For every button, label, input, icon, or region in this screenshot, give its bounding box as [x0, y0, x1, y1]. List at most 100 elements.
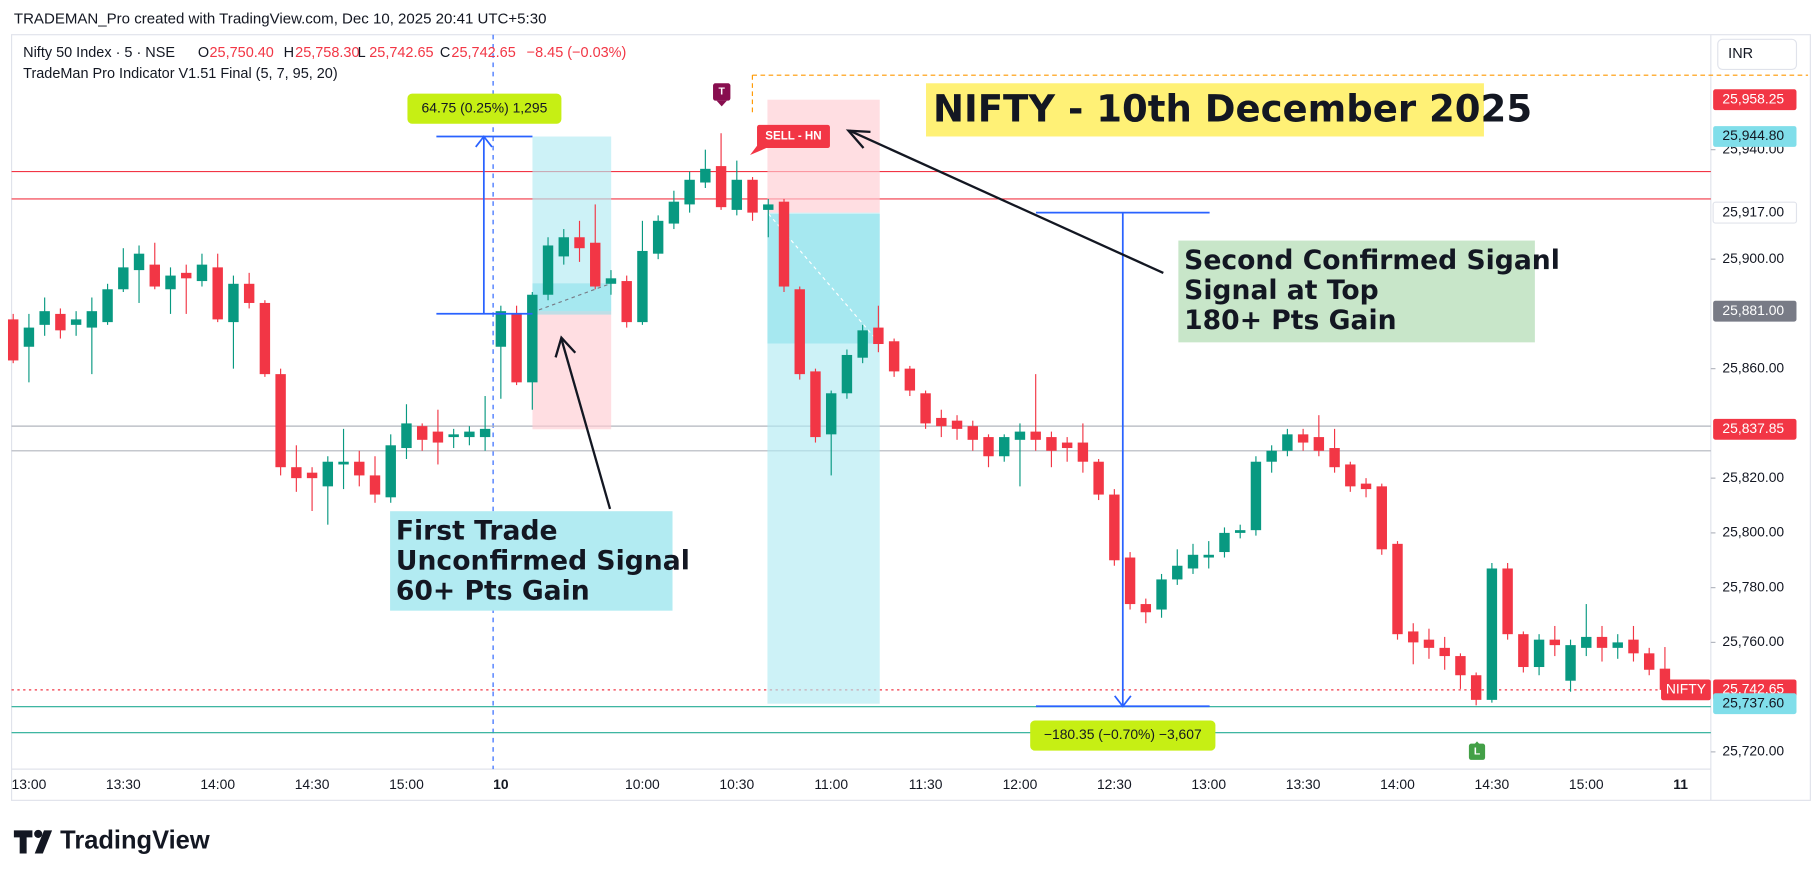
measure-label: 64.75 (0.25%) 1,295	[422, 99, 548, 115]
candle-body	[1061, 442, 1073, 449]
candle-body	[983, 437, 994, 457]
x-tick-label: 10:30	[719, 776, 754, 792]
candle-body	[149, 264, 160, 287]
candle-body	[637, 250, 648, 323]
candle-body	[1408, 631, 1419, 643]
candle-body	[1455, 656, 1466, 676]
symbol-tag	[1661, 679, 1711, 701]
ohlc-label: O	[198, 45, 209, 61]
annotation-arrow	[849, 129, 1164, 275]
footer-logo: TradingView	[60, 827, 210, 855]
candle-body	[1581, 636, 1592, 648]
candle-body	[70, 319, 82, 325]
candle-body	[1470, 675, 1482, 700]
currency[interactable]: INR	[1728, 46, 1753, 62]
note-line: Unconfirmed Signal	[396, 546, 690, 577]
change: −8.45 (−0.03%)	[527, 45, 627, 61]
measure-arrow	[1114, 695, 1132, 708]
candle-body	[1014, 431, 1026, 440]
candle-body	[401, 423, 412, 449]
candle-body	[810, 371, 821, 438]
stop-zone	[532, 311, 612, 430]
marker-label: L	[1474, 747, 1481, 758]
candle-body	[1392, 543, 1403, 635]
ohlc-label: L	[358, 45, 366, 61]
candle-body	[605, 278, 617, 284]
price-tag	[1713, 693, 1797, 715]
candle-body	[731, 179, 743, 210]
measure-label-box	[407, 93, 562, 124]
currency-button[interactable]	[1717, 38, 1798, 70]
candle-body	[951, 420, 963, 429]
x-tick-label: 14:00	[1380, 776, 1415, 792]
ohlc-label: C	[440, 45, 450, 61]
candle-body	[1156, 579, 1167, 610]
candle-body	[102, 289, 113, 323]
candle-body	[1109, 494, 1120, 561]
y-tick-label: 25,780.00	[1722, 578, 1784, 594]
marker-tip	[716, 100, 727, 107]
measure-label-box	[1030, 720, 1216, 751]
ohlc-label: H	[284, 45, 294, 61]
candle-body	[212, 267, 223, 320]
candle-body	[1518, 634, 1529, 668]
trade-path	[532, 282, 612, 313]
candle-body	[306, 472, 318, 479]
candle-body	[778, 201, 790, 287]
x-tick-label: 12:30	[1097, 776, 1132, 792]
candle-body	[857, 330, 868, 358]
symbol: Nifty 50 Index · 5 · NSE	[23, 45, 175, 61]
candle-body	[1172, 565, 1183, 580]
candle-body	[1565, 645, 1576, 681]
x-tick-label: 10:00	[625, 776, 660, 792]
candle-body	[448, 434, 459, 438]
candle-body	[291, 467, 302, 479]
candle-body	[1077, 442, 1089, 462]
annotation-arrow	[560, 338, 612, 510]
candle-body	[1187, 554, 1199, 569]
candle-body	[7, 319, 19, 361]
candle-body	[888, 341, 900, 372]
candle-body	[1360, 483, 1372, 490]
marker	[713, 83, 731, 101]
candle-body	[700, 168, 711, 183]
ohlc-value: 25,742.65	[451, 45, 515, 61]
candle-body	[558, 237, 569, 257]
candle-body	[527, 294, 538, 383]
candle-body	[1219, 532, 1230, 553]
x-tick-label: 14:30	[295, 776, 330, 792]
x-tick-label: 11:30	[909, 776, 943, 792]
signal-box	[757, 124, 830, 149]
candle-body	[322, 461, 334, 487]
candle-body	[228, 283, 239, 323]
candle-body	[621, 281, 632, 323]
candle-body	[385, 445, 396, 498]
price-tag-label: 25,944.80	[1722, 127, 1784, 143]
candle-body	[86, 311, 98, 328]
note-line: First Trade	[396, 516, 558, 547]
ohlc-value: 25,750.40	[210, 45, 274, 61]
y-tick-label: 25,800.00	[1722, 524, 1784, 540]
candle-body	[715, 166, 727, 208]
y-tick-label: 25,900.00	[1722, 250, 1784, 266]
signal-label: SELL - HN	[765, 131, 821, 143]
candle-body	[936, 417, 947, 427]
candle-body	[165, 275, 176, 290]
note-line: Signal at Top	[1184, 275, 1379, 306]
annotation-arrowhead	[845, 129, 871, 149]
price-tag-label: 25,881.00	[1722, 302, 1784, 318]
price-tag-label: 25,958.25	[1722, 90, 1784, 106]
x-tick-label: 15:00	[389, 776, 424, 792]
x-tick-label: 11:00	[814, 776, 848, 792]
price-tag	[1713, 418, 1797, 440]
candle-body	[1549, 639, 1561, 646]
candle-body	[841, 354, 853, 394]
credit: TRADEMAN_Pro created with TradingView.co…	[14, 11, 547, 28]
candle-body	[369, 475, 381, 495]
marker-label: T	[719, 87, 726, 98]
note-box	[1178, 240, 1535, 343]
overlay-layer: O 25,750.40 H 25,758.30L 25,742.65 C 25,742.65…	[198, 45, 1798, 760]
candle-body	[763, 204, 774, 210]
candle-body	[590, 242, 601, 287]
